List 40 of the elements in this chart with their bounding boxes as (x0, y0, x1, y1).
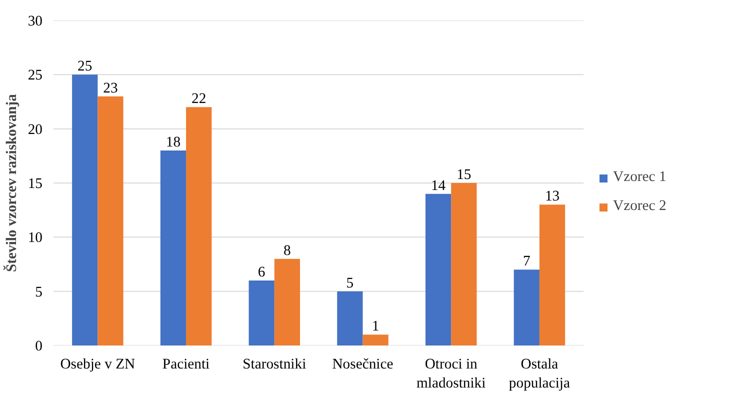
bar (98, 96, 124, 346)
data-label: 25 (78, 58, 92, 75)
y-tick-label: 0 (35, 338, 42, 354)
data-label: 15 (456, 167, 472, 183)
bar (274, 258, 300, 346)
x-tick-label: Ostala populacija (508, 356, 570, 392)
legend-label: Vzorec 2 (613, 198, 666, 215)
y-tick-label: 30 (28, 14, 42, 30)
bar (425, 194, 452, 346)
bar (362, 334, 388, 346)
y-tick-label: 5 (35, 284, 42, 300)
bar (539, 204, 566, 346)
bar (248, 280, 274, 346)
y-tick-label: 20 (28, 122, 42, 138)
y-tick-label: 15 (28, 176, 42, 192)
x-tick-label: Otroci in mladostniki (416, 356, 486, 392)
y-axis-title: Število vzorcev raziskovanja (2, 93, 20, 272)
y-tick-label: 10 (28, 230, 42, 246)
y-tick-label: 25 (28, 68, 42, 84)
data-label: 7 (522, 254, 530, 270)
bar (160, 150, 186, 346)
bar (514, 270, 540, 346)
x-tick-label: Starostniki (242, 356, 306, 372)
data-label: 13 (544, 188, 560, 205)
data-label: 22 (192, 91, 206, 108)
bar (451, 183, 477, 346)
data-label: 6 (258, 264, 266, 280)
x-tick-label: Nosečnice (332, 356, 394, 372)
data-label: 5 (346, 275, 354, 292)
bar (337, 291, 363, 346)
x-tick-label: Pacienti (162, 356, 210, 372)
data-label: 23 (103, 80, 118, 96)
bar (72, 74, 98, 346)
x-tick-label: Osebje v ZN (60, 356, 136, 372)
data-label: 1 (372, 318, 380, 335)
bar (186, 107, 212, 346)
data-label: 14 (430, 178, 446, 194)
legend-label: Vzorec 1 (613, 169, 666, 186)
data-label: 18 (166, 134, 181, 150)
data-label: 8 (284, 242, 291, 259)
